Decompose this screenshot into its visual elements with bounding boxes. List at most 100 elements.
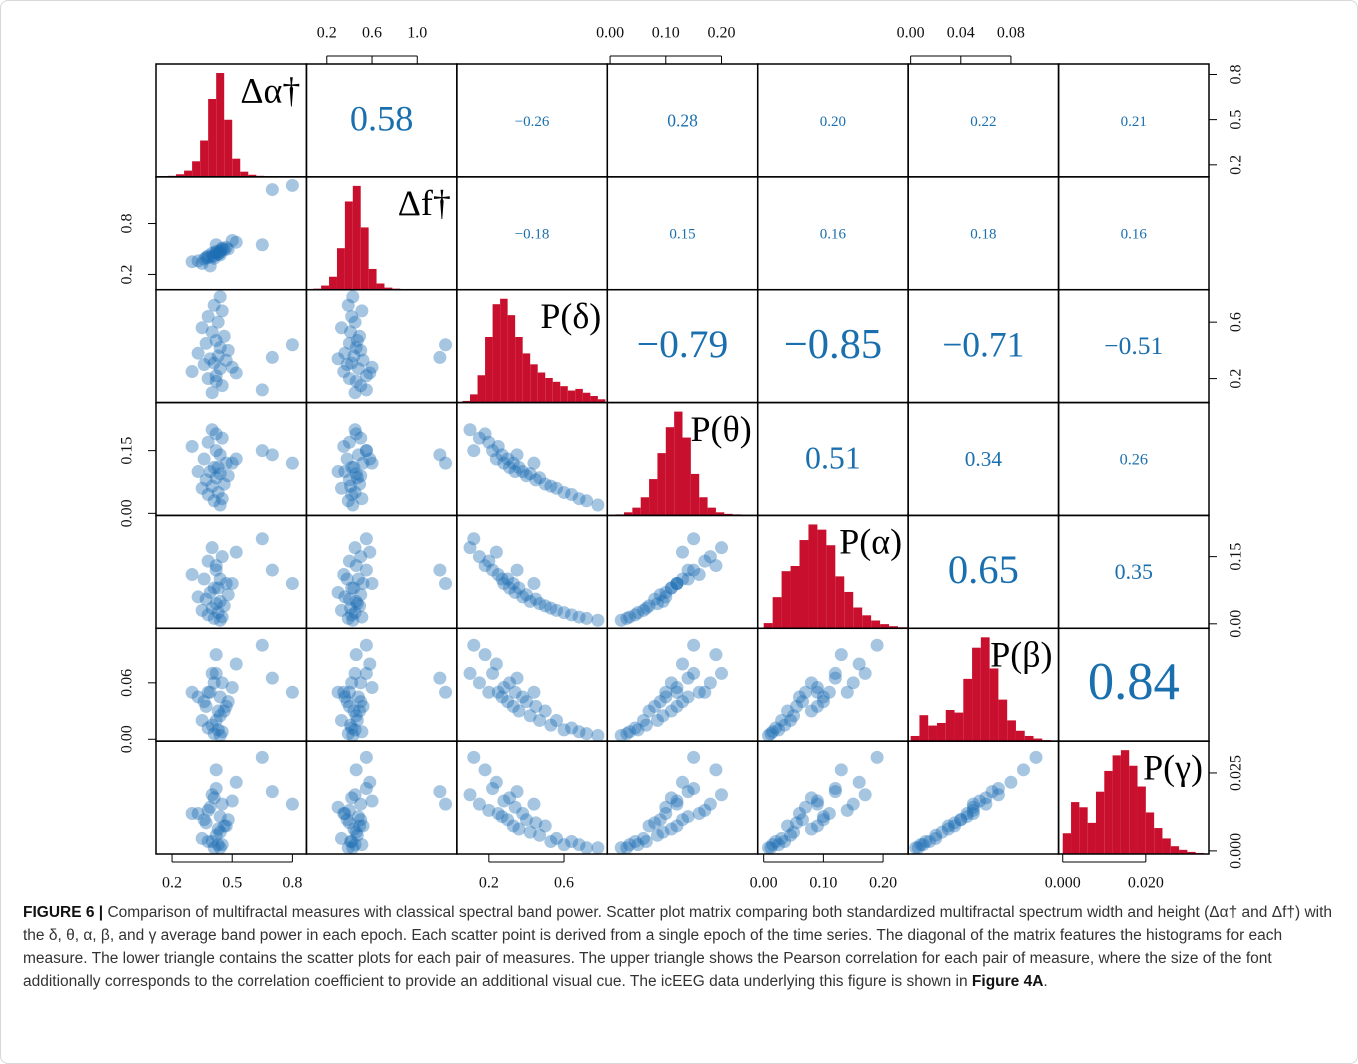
histogram-bar: [1033, 738, 1043, 742]
scatter-point: [342, 592, 356, 606]
scatter-point: [195, 713, 209, 727]
scatter-point: [215, 304, 229, 318]
scatter-point: [948, 819, 962, 833]
x-tick-label: 0.6: [362, 25, 382, 42]
scatter-point: [211, 485, 225, 499]
scatter-point: [486, 444, 500, 458]
scatter-point: [565, 835, 579, 849]
scatter-point: [337, 568, 351, 582]
histogram-bar: [880, 624, 890, 629]
scatter-point: [195, 831, 209, 845]
scatter-point: [810, 819, 824, 833]
scatter-point: [197, 357, 211, 371]
correlation-label: −0.71: [942, 324, 1024, 364]
scatter-point: [591, 841, 605, 855]
scatter-point: [810, 699, 824, 713]
scatter-point: [784, 713, 798, 727]
scatter-point: [217, 599, 231, 613]
scatter-point: [207, 727, 221, 741]
scatter-point: [670, 797, 684, 811]
scatter-point: [795, 695, 809, 709]
scatter-point: [501, 813, 515, 827]
x-tick-label: 0.08: [997, 25, 1025, 42]
scatter-point: [506, 819, 520, 833]
histogram-bar: [515, 336, 523, 403]
scatter-point: [538, 477, 552, 491]
scatter-point: [195, 321, 209, 335]
scatter-point: [642, 704, 656, 718]
scatter-point: [219, 819, 233, 833]
scatter-point: [670, 577, 684, 591]
scatter-point: [550, 713, 564, 727]
scatter-point: [628, 608, 642, 622]
histogram-bar: [192, 161, 201, 177]
scatter-point: [349, 427, 363, 441]
scatter-point: [213, 362, 227, 376]
scatter-point: [653, 695, 667, 709]
scatter-point: [828, 785, 842, 799]
scatter-point: [349, 374, 363, 388]
scatter-point: [191, 590, 205, 604]
histogram-bar: [537, 372, 546, 403]
scatter-point: [1004, 775, 1018, 789]
histogram-bar: [963, 678, 973, 742]
correlation-label: 0.16: [1121, 227, 1148, 243]
scatter-point: [495, 690, 509, 704]
histogram-bar: [889, 626, 898, 629]
scatter-point: [766, 838, 780, 852]
correlation-label: −0.18: [515, 227, 550, 243]
scatter-point: [346, 498, 360, 512]
scatter-point: [764, 841, 778, 855]
scatter-point: [846, 676, 860, 690]
scatter-point: [354, 343, 368, 357]
scatter-point: [439, 797, 453, 811]
scatter-point: [354, 588, 368, 602]
scatter-point: [337, 806, 351, 820]
scatter-point: [213, 825, 227, 839]
histogram-bar: [632, 507, 641, 516]
scatter-point: [197, 813, 211, 827]
scatter-point: [195, 603, 209, 617]
scatter-point: [591, 729, 605, 742]
scatter-point: [557, 723, 571, 737]
histogram-bar: [862, 615, 872, 629]
scatter-point: [349, 594, 363, 608]
scatter-point: [769, 835, 783, 849]
scatter-point: [225, 360, 239, 374]
scatter-point: [265, 563, 279, 577]
scatter-point: [544, 718, 558, 732]
scatter-point: [285, 456, 299, 470]
histogram-bar: [582, 392, 591, 403]
scatter-point: [334, 603, 348, 617]
scatter-point: [215, 838, 229, 852]
scatter-point: [215, 610, 229, 624]
scatter-point: [363, 775, 377, 789]
scatter-point: [340, 695, 354, 709]
scatter-point: [798, 685, 812, 699]
scatter-point: [650, 828, 664, 842]
y-tick-label: 0.2: [1228, 155, 1245, 175]
scatter-point: [348, 386, 362, 400]
scatter-point: [205, 718, 219, 732]
scatter-point: [519, 469, 533, 483]
scatter-point: [523, 709, 537, 723]
scatter-point: [482, 554, 496, 568]
scatter-point: [954, 813, 968, 827]
y-tick-label: 0.00: [119, 499, 136, 527]
panel-border: [305, 740, 458, 855]
panel-border: [155, 176, 308, 291]
scatter-point: [219, 240, 233, 254]
scatter-point: [810, 685, 824, 699]
histogram-bar: [477, 375, 486, 403]
x-tick-label: 0.00: [596, 25, 624, 42]
scatter-point: [209, 666, 223, 680]
scatter-point: [929, 831, 943, 845]
scatter-point: [201, 608, 215, 622]
scatter-point: [225, 794, 239, 808]
scatter-point: [229, 775, 243, 789]
scatter-point: [217, 704, 231, 718]
correlation-label: 0.84: [1088, 653, 1180, 711]
correlation-label: −0.79: [637, 322, 728, 366]
scatter-point: [342, 816, 356, 830]
histogram-bar: [1187, 851, 1196, 854]
